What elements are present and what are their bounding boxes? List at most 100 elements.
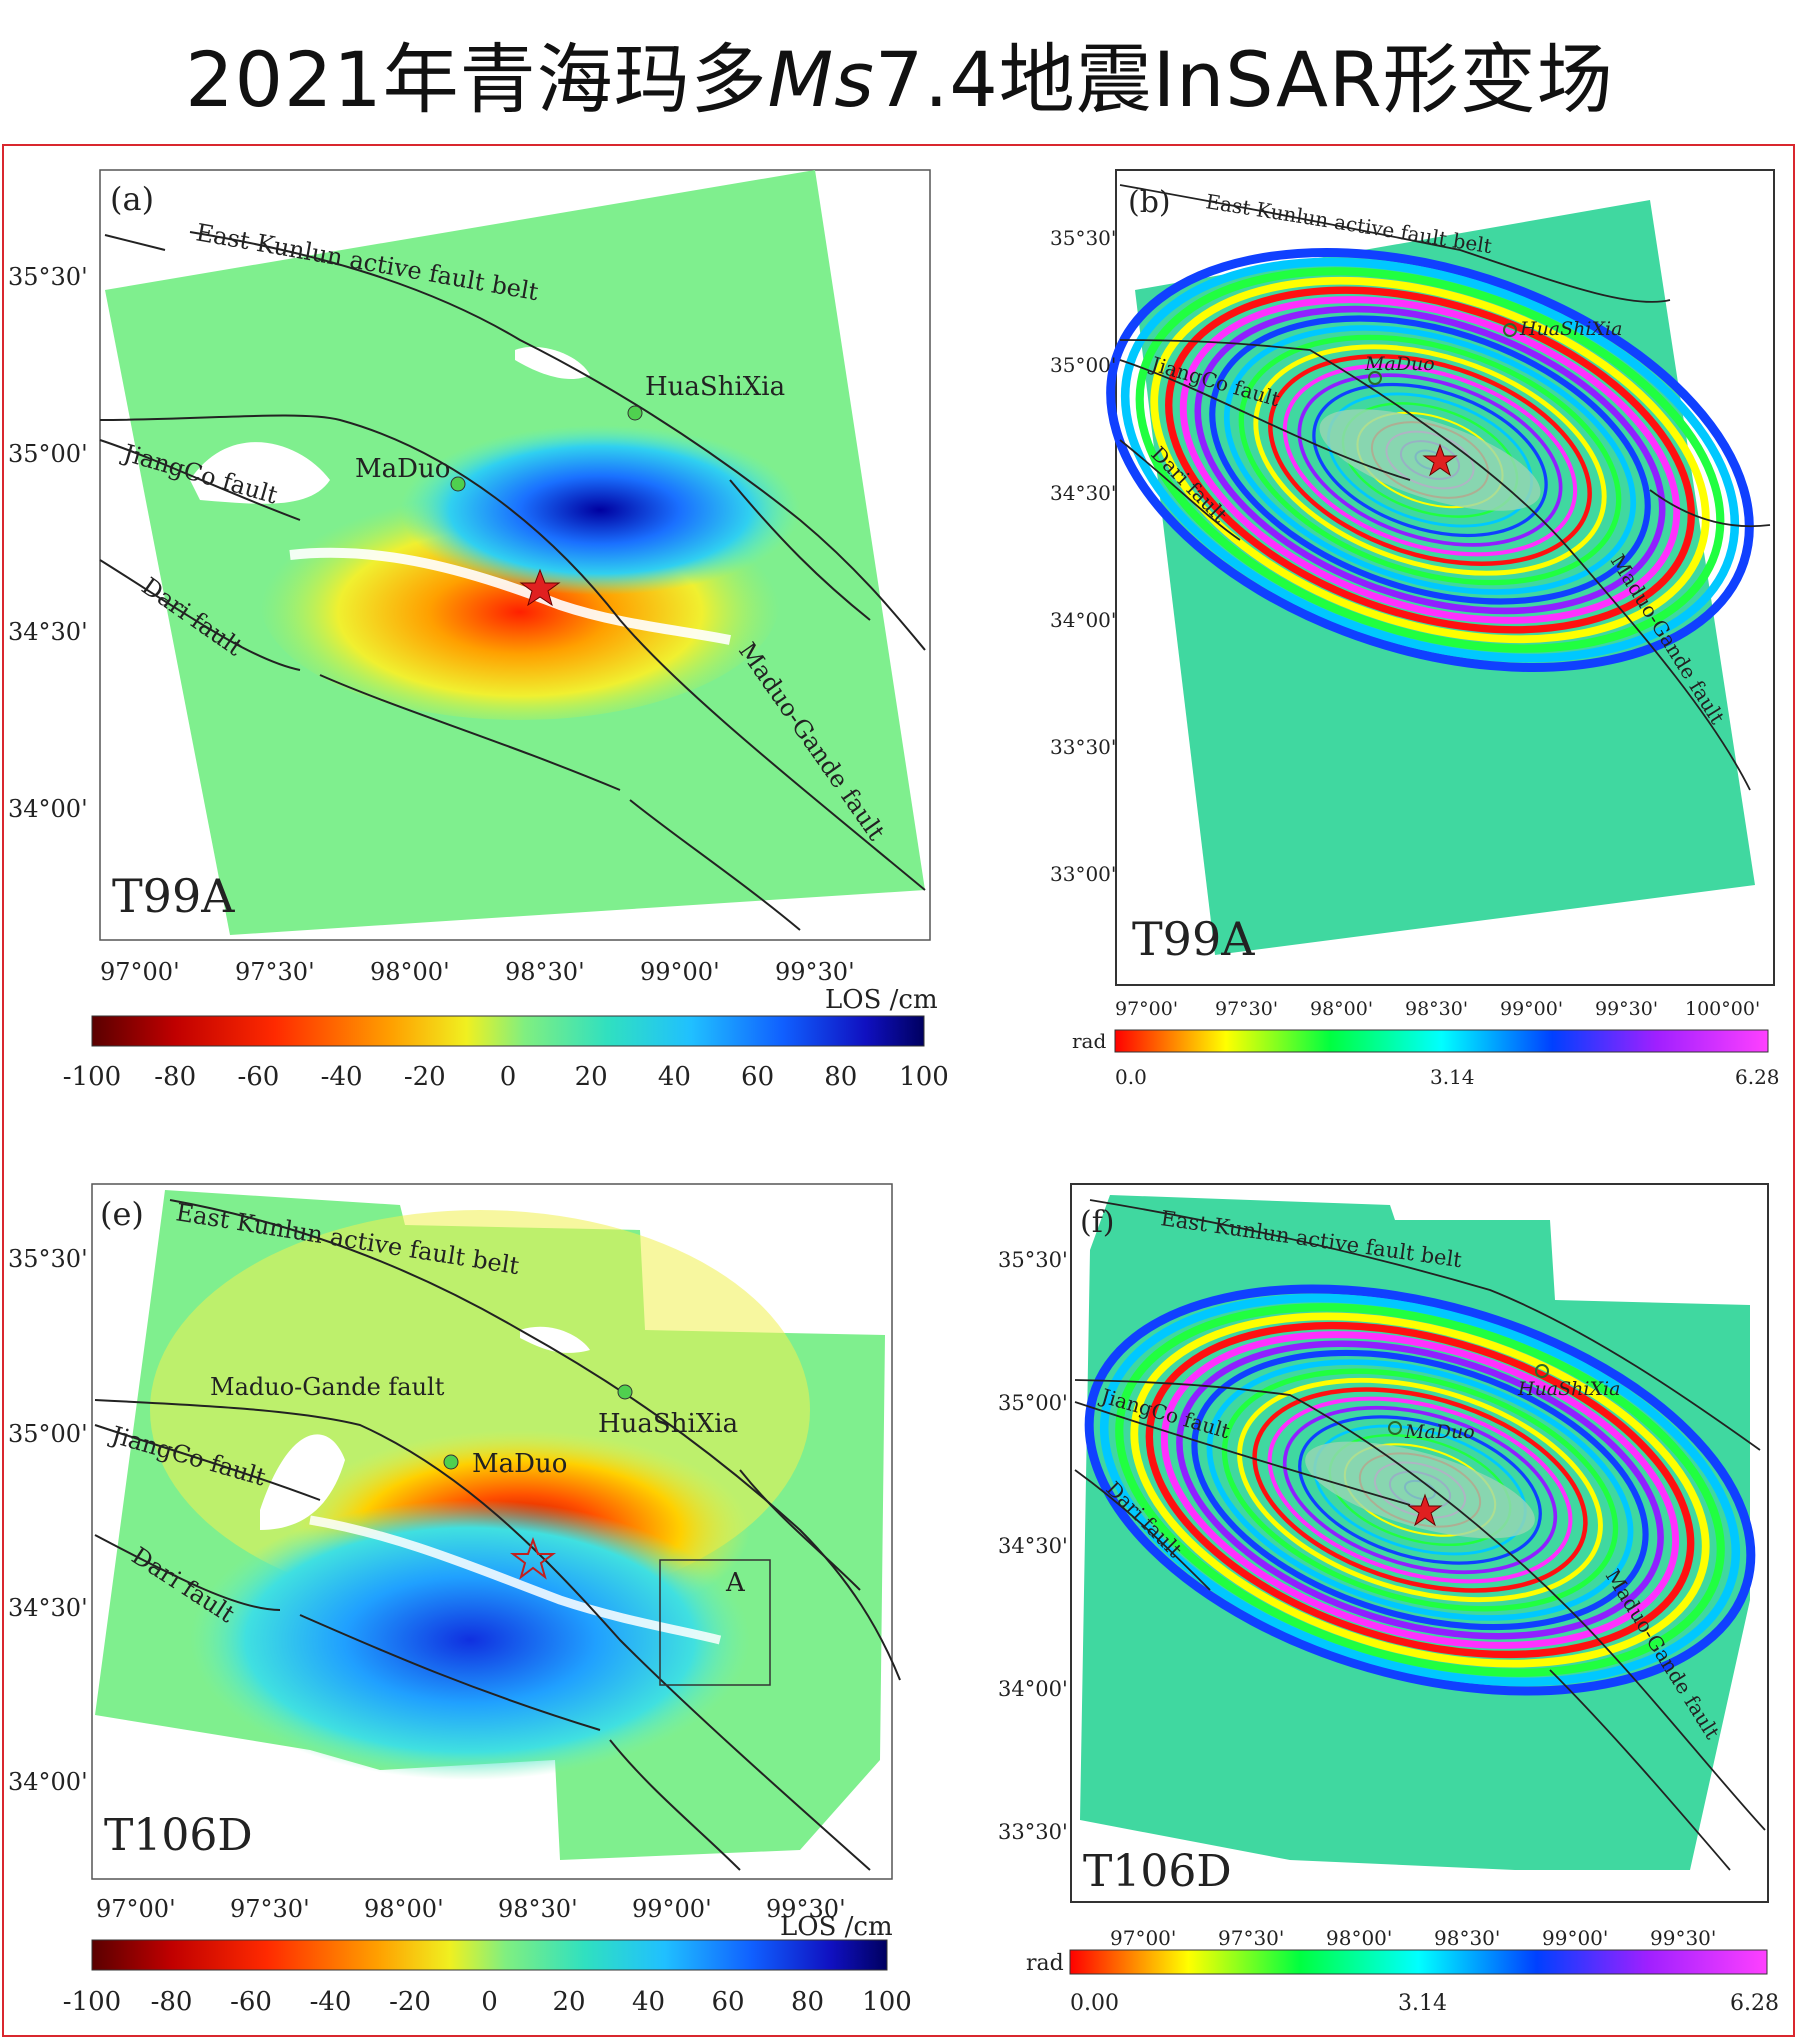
fault-lines [94, 1199, 901, 1871]
lat-tick: 34°00' [8, 1768, 88, 1796]
colorbar-tick: 6.28 [1730, 1991, 1779, 2016]
fringe-ring [1135, 267, 1725, 653]
lat-tick: 35°00' [8, 1420, 88, 1448]
station-huashixia [1503, 323, 1517, 337]
colorbar-tick: -40 [310, 1987, 352, 2017]
panel-b: (b) East Kunlun active fault belt JiangC… [1050, 169, 1780, 1089]
lake-maduo [190, 442, 330, 504]
lon-tick: 97°00' [96, 1895, 176, 1923]
track-label: T106D [104, 1810, 253, 1861]
lat-tick: 35°30' [1050, 226, 1116, 250]
panel-a: (a) East Kunlun active fault belt JiangC… [8, 169, 949, 1092]
lat-tick: 34°30' [1050, 481, 1116, 505]
lon-tick: 99°30' [766, 1895, 846, 1923]
lon-tick: 100°00' [1685, 998, 1760, 1020]
lon-tick: 98°30' [505, 958, 585, 986]
fault-lines [1119, 184, 1771, 791]
fringe-ring [1191, 1349, 1649, 1631]
title-suffix: 7.4地震InSAR形变场 [874, 35, 1614, 124]
colorbar [91, 1015, 925, 1047]
fringe-ring [1145, 1321, 1695, 1659]
colorbar-tick: -100 [63, 1987, 121, 2017]
station-label-huashixia: HuaShiXia [1519, 318, 1622, 340]
lat-tick: 33°30' [1050, 735, 1116, 759]
box-a [659, 1559, 771, 1686]
colorbar-ticks: -100 -80 -60 -40 -20 0 20 40 60 80 100 [63, 1987, 912, 2017]
lat-tick: 34°30' [998, 1534, 1068, 1558]
station-label-maduo: MaDuo [355, 454, 450, 484]
lon-tick: 97°00' [1115, 998, 1178, 1020]
fault-lines [1074, 1199, 1766, 1871]
lat-tick: 33°30' [998, 1820, 1068, 1844]
station-huashixia [617, 1384, 633, 1400]
latitude-ticks: 35°30' 35°00' 34°30' 34°00' 33°30' [998, 1248, 1068, 1844]
lat-tick: 35°30' [8, 1245, 88, 1273]
lon-tick: 99°30' [1650, 1926, 1716, 1950]
colorbar-label: LOS /cm [780, 1912, 893, 1942]
station-label-huashixia: HuaShiXia [645, 372, 785, 402]
colorbar-tick: 80 [791, 1987, 824, 2017]
panel-letter: (b) [1128, 185, 1171, 220]
figure-title: 2021年青海玛多Ms7.4地震InSAR形变场 [0, 18, 1799, 128]
fringe-ring [1106, 248, 1754, 672]
lat-tick: 35°00' [8, 440, 88, 468]
fringe-core [1305, 1441, 1535, 1539]
fringe-ring [1282, 363, 1578, 557]
lake-north [515, 346, 590, 380]
lat-tick: 35°30' [8, 263, 88, 291]
lon-tick: 99°00' [632, 1895, 712, 1923]
colorbar-tick: -20 [389, 1987, 431, 2017]
lon-tick: 97°30' [235, 958, 315, 986]
lon-tick: 98°00' [364, 1895, 444, 1923]
lon-tick: 99°00' [1542, 1926, 1608, 1950]
lon-tick: 98°30' [498, 1895, 578, 1923]
fringe-ring [1206, 1359, 1634, 1621]
lat-tick: 35°00' [1050, 353, 1116, 377]
lon-tick: 97°30' [230, 1895, 310, 1923]
fringe-ring [1176, 1340, 1664, 1640]
track-label: T99A [1132, 912, 1255, 966]
station-maduo [1368, 371, 1382, 385]
lon-tick: 98°30' [1434, 1926, 1500, 1950]
station-label-maduo: MaDuo [1404, 1421, 1475, 1443]
fringe-ring [1221, 1368, 1619, 1612]
deformation-north-lobe [400, 425, 800, 595]
fringe-ring [1312, 382, 1548, 538]
station-label-huashixia: HuaShiXia [598, 1409, 738, 1439]
colorbar-tick: 40 [658, 1062, 691, 1092]
fringe-ring [1099, 1293, 1741, 1687]
station-maduo [443, 1454, 459, 1470]
track-label: T99A [112, 869, 235, 923]
colorbar [1069, 1949, 1768, 1975]
rupture-decorrelation [289, 547, 731, 645]
colorbar-tick: -60 [237, 1062, 279, 1092]
epicenter-star [510, 1537, 556, 1580]
lon-tick: 98°00' [1310, 998, 1373, 1020]
fringe-ring [1268, 354, 1592, 566]
colorbar-tick: 3.14 [1430, 1065, 1475, 1089]
lat-tick: 34°00' [1050, 608, 1116, 632]
colorbar-tick: 20 [552, 1987, 585, 2017]
station-label-maduo: MaDuo [1364, 353, 1435, 375]
fringe-ring [1209, 315, 1651, 605]
colorbar-tick: 0 [481, 1987, 498, 2017]
lake-maduo [260, 1434, 345, 1530]
colorbar-tick: 6.28 [1735, 1065, 1780, 1089]
colorbar-tick: 0.0 [1115, 1065, 1147, 1089]
colorbar-tick: -80 [154, 1062, 196, 1092]
colorbar-tick: 100 [862, 1987, 912, 2017]
colorbar [91, 1939, 888, 1971]
box-label: A [725, 1568, 746, 1598]
lon-tick: 99°30' [1595, 998, 1658, 1020]
lat-tick: 33°00' [1050, 862, 1116, 886]
station-label-huashixia: HuaShiXia [1517, 1378, 1620, 1400]
colorbar-tick: -60 [230, 1987, 272, 2017]
fringe-ring [1179, 296, 1681, 624]
colorbar-label: LOS /cm [825, 985, 938, 1015]
fringe-ring [1194, 305, 1666, 615]
fringe-ring [1165, 286, 1695, 634]
colorbar-tick: -40 [321, 1062, 363, 1092]
colorbar-tick: -100 [63, 1062, 121, 1092]
fringe-ring [1238, 334, 1622, 586]
colorbar-tick: 60 [741, 1062, 774, 1092]
